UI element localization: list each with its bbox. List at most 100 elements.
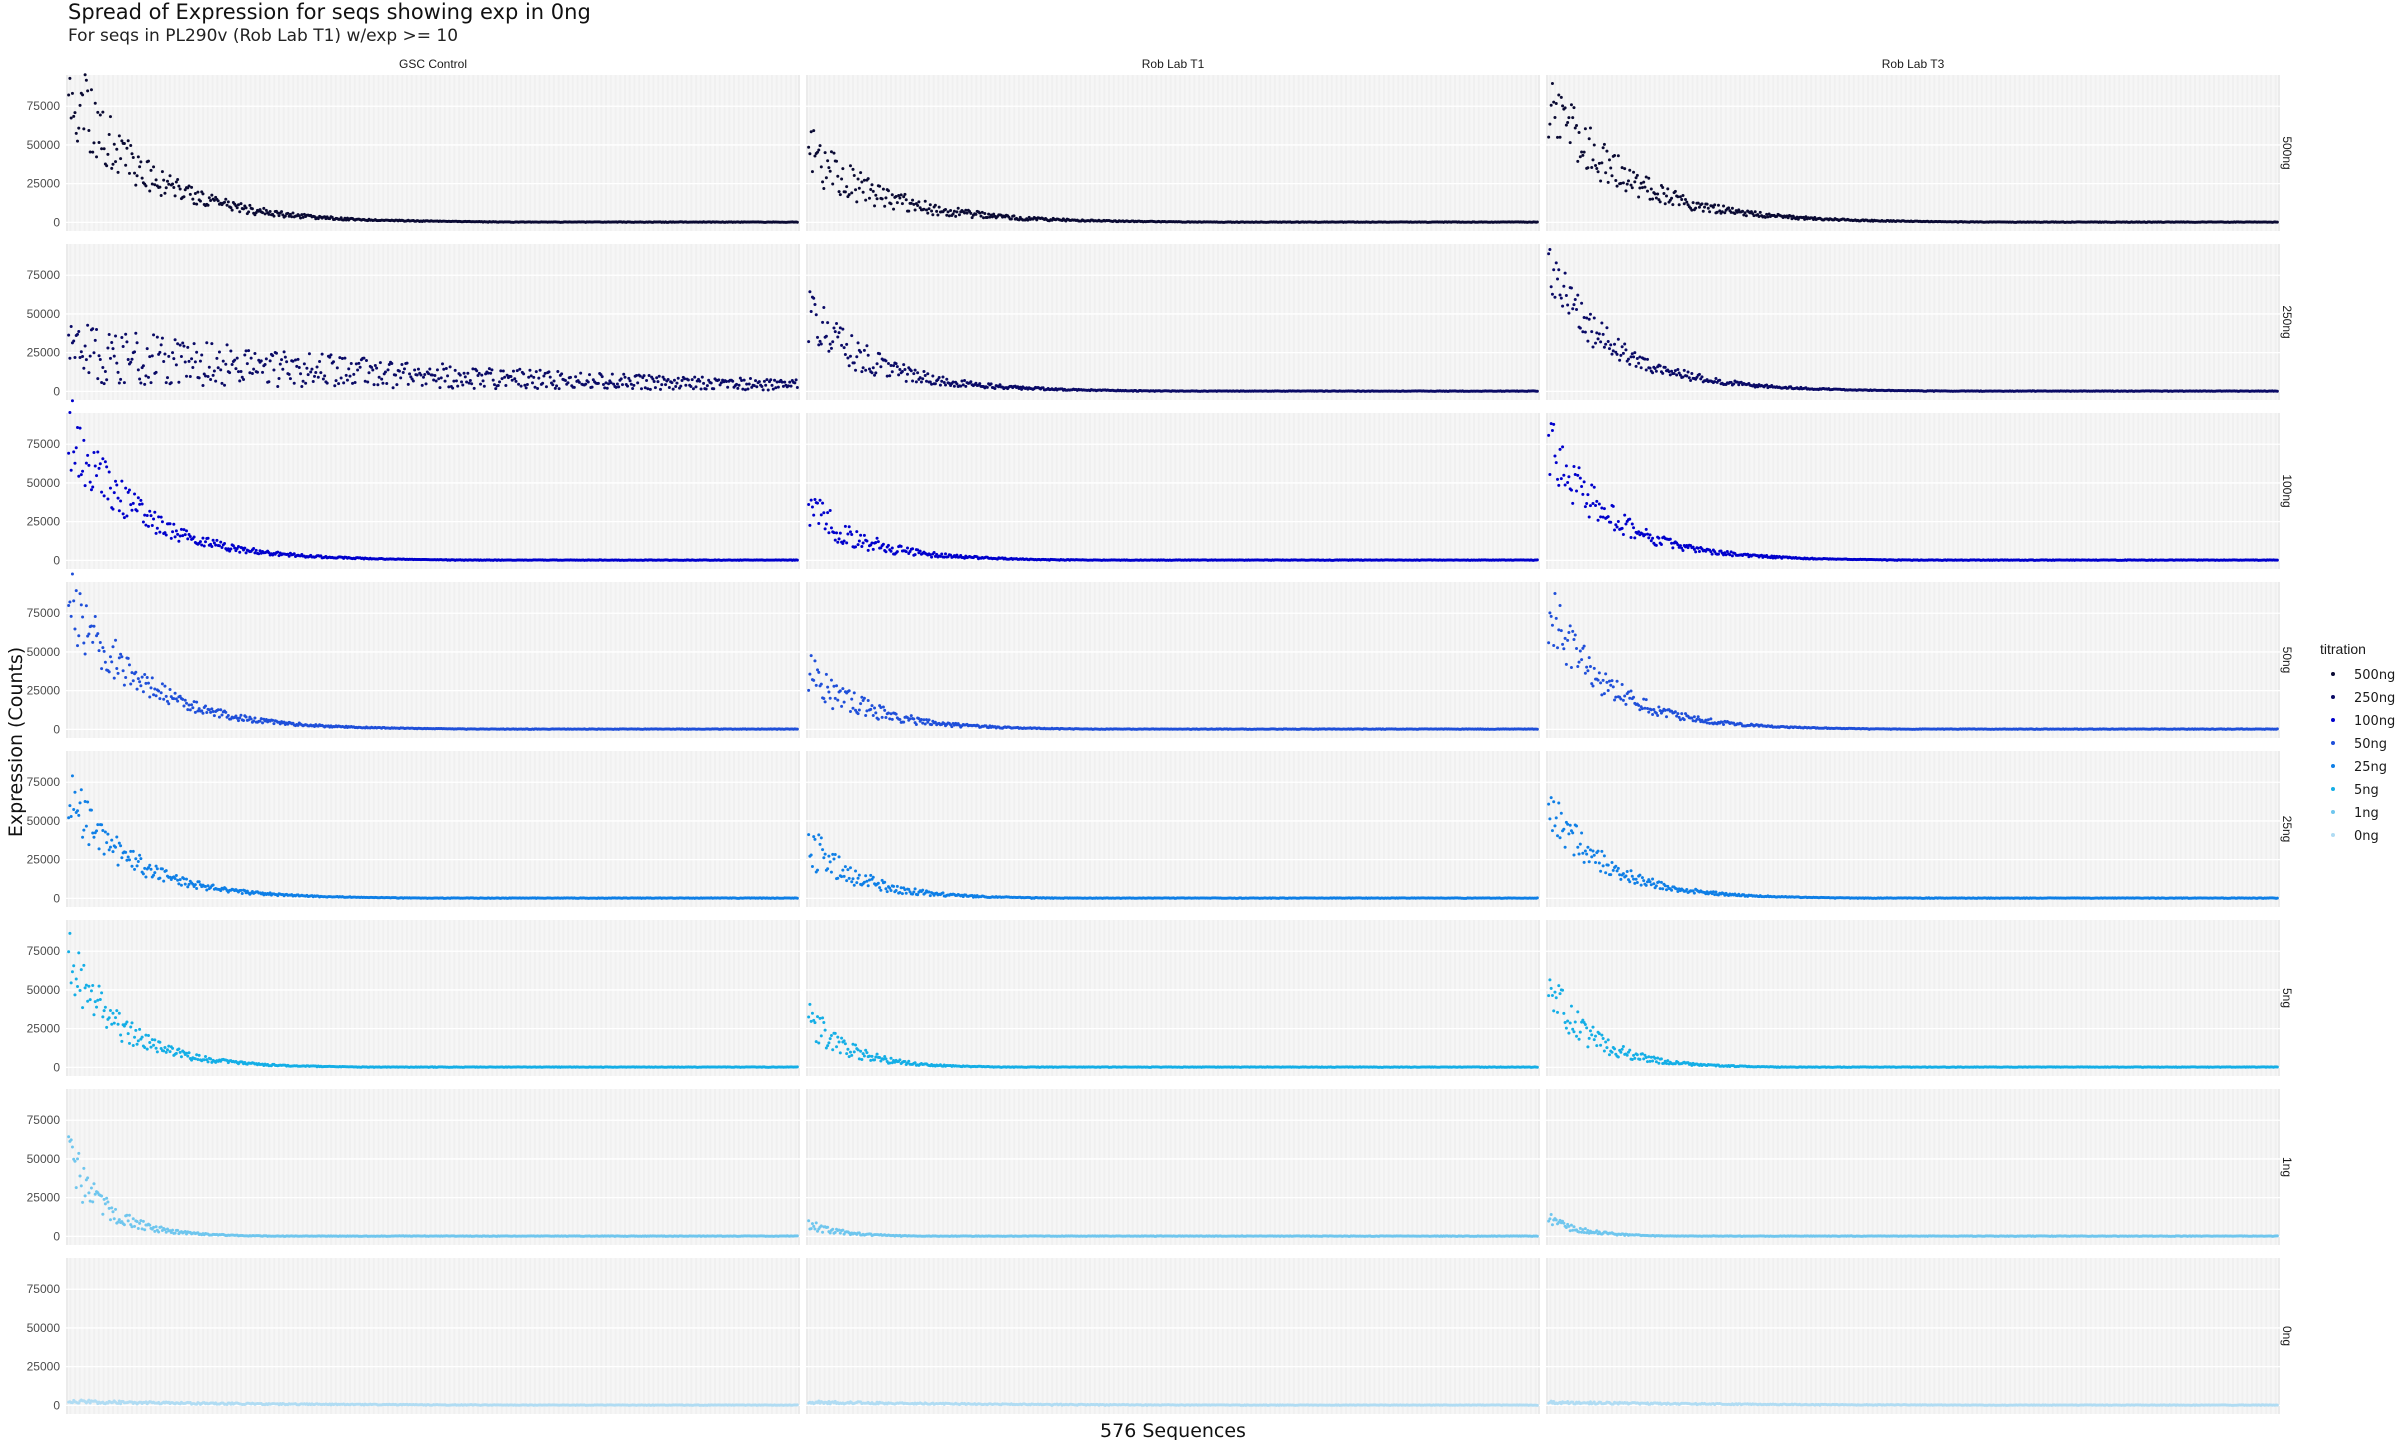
data-point	[1597, 161, 1601, 165]
data-point	[102, 494, 106, 498]
data-point	[1671, 203, 1675, 207]
data-point	[83, 73, 87, 77]
data-point	[1629, 183, 1633, 187]
data-point	[679, 384, 683, 388]
data-point	[100, 147, 104, 151]
data-point	[888, 374, 892, 378]
data-point	[855, 355, 859, 359]
data-point	[892, 207, 896, 211]
data-point	[1558, 447, 1562, 451]
data-point	[1690, 208, 1694, 212]
data-point	[267, 380, 271, 384]
data-point	[301, 215, 305, 219]
data-point	[105, 465, 109, 469]
data-point	[135, 174, 139, 178]
data-point	[122, 141, 126, 145]
data-point	[155, 526, 159, 530]
data-point	[1564, 123, 1568, 127]
data-point	[652, 379, 656, 383]
data-point	[210, 342, 214, 346]
data-point	[1599, 179, 1603, 183]
data-point	[704, 387, 708, 391]
data-point	[88, 150, 92, 154]
data-point	[919, 380, 923, 384]
data-point	[154, 370, 158, 374]
data-point	[1035, 218, 1039, 222]
data-point	[1600, 506, 1604, 510]
data-point	[850, 334, 854, 338]
data-point	[925, 208, 928, 212]
data-point	[788, 380, 792, 384]
data-point	[420, 383, 424, 387]
data-point	[809, 498, 813, 502]
data-point	[159, 193, 163, 197]
data-point	[1715, 210, 1719, 214]
data-point	[895, 201, 899, 205]
data-point	[248, 371, 252, 375]
data-point	[344, 373, 348, 377]
data-point	[1708, 210, 1712, 214]
data-point	[1620, 526, 1624, 530]
data-point	[1554, 102, 1558, 106]
data-point	[1621, 351, 1625, 355]
data-point	[1553, 115, 1557, 119]
data-point	[309, 370, 313, 374]
data-point	[944, 383, 948, 387]
data-point	[1758, 210, 1762, 214]
data-point	[363, 379, 367, 383]
data-point	[188, 534, 192, 538]
data-point	[1596, 337, 1600, 341]
data-point	[92, 351, 96, 355]
data-point	[73, 461, 77, 465]
data-point	[466, 371, 470, 375]
data-point	[1675, 373, 1679, 377]
data-point	[807, 145, 811, 149]
data-point	[1651, 536, 1655, 540]
data-point	[141, 520, 145, 524]
data-point	[511, 369, 515, 373]
data-point	[1581, 330, 1585, 334]
data-point	[375, 366, 379, 370]
data-point	[2275, 220, 2279, 224]
data-point	[77, 126, 81, 130]
data-point	[700, 375, 704, 379]
data-point	[646, 387, 650, 391]
data-point	[1645, 189, 1649, 193]
data-point	[345, 378, 349, 382]
data-point	[930, 382, 934, 386]
data-point	[145, 514, 149, 518]
data-point	[239, 369, 243, 373]
data-point	[154, 531, 158, 535]
data-point	[205, 341, 209, 345]
data-point	[391, 386, 395, 390]
data-point	[890, 370, 894, 374]
data-point	[590, 385, 594, 389]
chart-title: Spread of Expression for seqs showing ex…	[68, 0, 591, 24]
data-point	[947, 214, 951, 218]
data-point	[174, 180, 178, 184]
data-point	[867, 196, 871, 200]
data-point	[98, 113, 102, 117]
data-point	[875, 197, 879, 201]
data-point	[139, 160, 143, 164]
data-point	[881, 542, 885, 546]
data-point	[243, 353, 247, 357]
data-point	[216, 366, 220, 370]
data-point	[1559, 296, 1563, 300]
data-point	[377, 375, 381, 379]
data-point	[435, 368, 439, 372]
data-point	[1656, 192, 1660, 196]
data-point	[187, 359, 191, 363]
data-point	[250, 207, 254, 211]
data-point	[177, 539, 181, 543]
data-point	[325, 381, 329, 385]
data-point	[185, 374, 188, 378]
data-point	[198, 540, 202, 544]
data-point	[91, 327, 95, 331]
data-point	[736, 386, 740, 390]
data-point	[160, 336, 164, 340]
data-point	[922, 370, 926, 374]
data-point	[528, 368, 532, 372]
data-point	[292, 552, 296, 556]
data-point	[143, 382, 147, 386]
